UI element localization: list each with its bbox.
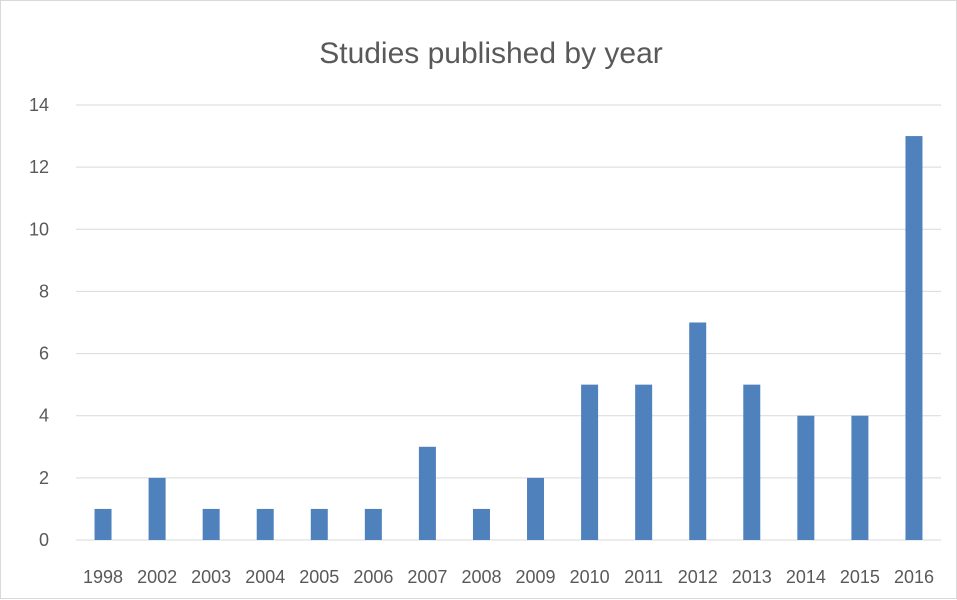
y-tick-label: 6 xyxy=(39,344,49,364)
bar-2007 xyxy=(418,446,436,540)
x-tick-label: 2015 xyxy=(840,567,880,587)
x-tick-label: 2013 xyxy=(732,567,772,587)
y-tick-label: 12 xyxy=(29,157,49,177)
bar-2014 xyxy=(797,415,815,540)
bar-2016 xyxy=(905,136,923,541)
x-tick-label: 2010 xyxy=(570,567,610,587)
x-tick-label: 2016 xyxy=(894,567,934,587)
x-tick-label: 2012 xyxy=(678,567,718,587)
y-tick-label: 10 xyxy=(29,219,49,239)
bar-2011 xyxy=(635,384,653,540)
x-tick-label: 1998 xyxy=(83,567,123,587)
bar-2006 xyxy=(364,508,382,540)
y-axis-tick-labels: 0 2 4 6 8 10 12 14 xyxy=(29,95,49,550)
x-tick-label: 2004 xyxy=(245,567,285,587)
x-tick-label: 2014 xyxy=(786,567,826,587)
bar-2010 xyxy=(581,384,599,540)
bars xyxy=(94,136,923,541)
chart-title: Studies published by year xyxy=(319,37,663,70)
bar-2004 xyxy=(256,508,274,540)
x-axis-tick-labels: 1998 2002 2003 2004 2005 2006 2007 2008 2009 2010… xyxy=(83,567,934,587)
x-tick-label: 2005 xyxy=(299,567,339,587)
bar-2009 xyxy=(527,477,545,540)
y-tick-label: 8 xyxy=(39,281,49,301)
x-tick-label: 2003 xyxy=(191,567,231,587)
x-tick-label: 2007 xyxy=(407,567,447,587)
x-tick-label: 2006 xyxy=(353,567,393,587)
bar-2005 xyxy=(310,508,328,540)
bar-2012 xyxy=(689,322,707,540)
x-tick-label: 2011 xyxy=(624,567,663,587)
bar-2003 xyxy=(202,508,220,540)
bar-2013 xyxy=(743,384,761,540)
x-tick-label: 2008 xyxy=(461,567,501,587)
y-tick-label: 14 xyxy=(29,95,49,115)
y-tick-label: 4 xyxy=(39,406,49,426)
bar-2002 xyxy=(148,477,166,540)
bar-1998 xyxy=(94,508,112,540)
y-tick-label: 2 xyxy=(39,468,49,488)
bar-2015 xyxy=(851,415,869,540)
bar-2008 xyxy=(472,508,490,540)
x-tick-label: 2009 xyxy=(516,567,556,587)
x-tick-label: 2002 xyxy=(137,567,177,587)
y-tick-label: 0 xyxy=(39,530,49,550)
gridlines xyxy=(76,104,941,541)
